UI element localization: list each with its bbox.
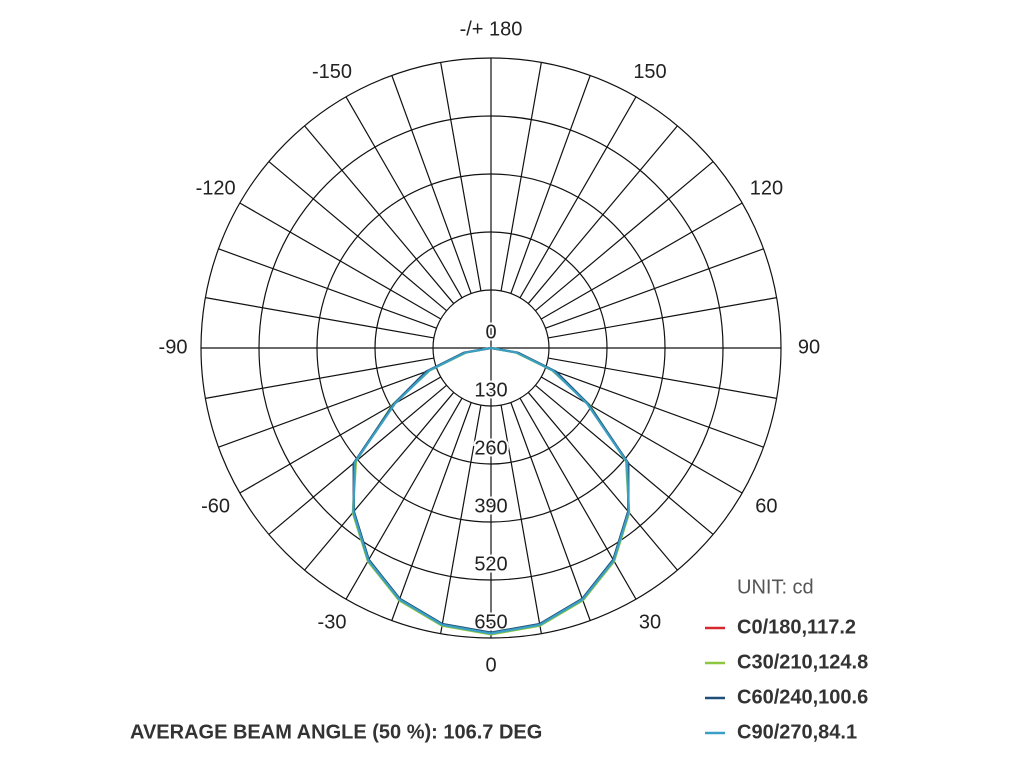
curve: [352, 346, 630, 635]
unit-label: UNIT: cd: [737, 576, 814, 598]
angle-label: 30: [639, 612, 661, 634]
angle-label: -/+ 180: [460, 18, 523, 40]
angle-label: 0: [485, 654, 496, 676]
angle-label: -150: [312, 61, 352, 83]
legend-label: C90/270,84.1: [737, 721, 857, 743]
ring: [258, 115, 724, 581]
r-tick-label: 0: [485, 321, 496, 343]
angle-label: -90: [159, 336, 188, 358]
angle-label: 90: [798, 336, 820, 358]
ring: [200, 57, 782, 639]
angle-label: 150: [633, 61, 666, 83]
r-tick-label: 260: [474, 437, 507, 459]
ring: [432, 289, 550, 407]
angle-label: -30: [318, 612, 347, 634]
ring: [316, 173, 666, 523]
ring: [374, 231, 608, 465]
angle-label: 60: [755, 495, 777, 517]
angle-label: 120: [750, 177, 783, 199]
angle-label: -120: [196, 177, 236, 199]
r-tick-label: 520: [474, 553, 507, 575]
legend-label: C30/210,124.8: [737, 651, 868, 673]
annotation: AVERAGE BEAM ANGLE (50 %): 106.7 DEG: [130, 721, 542, 743]
legend-label: C0/180,117.2: [737, 616, 856, 638]
r-tick-label: 390: [474, 495, 507, 517]
legend-label: C60/240,100.6: [737, 686, 868, 708]
r-tick-label: 130: [474, 379, 507, 401]
angle-label: -60: [201, 495, 230, 517]
